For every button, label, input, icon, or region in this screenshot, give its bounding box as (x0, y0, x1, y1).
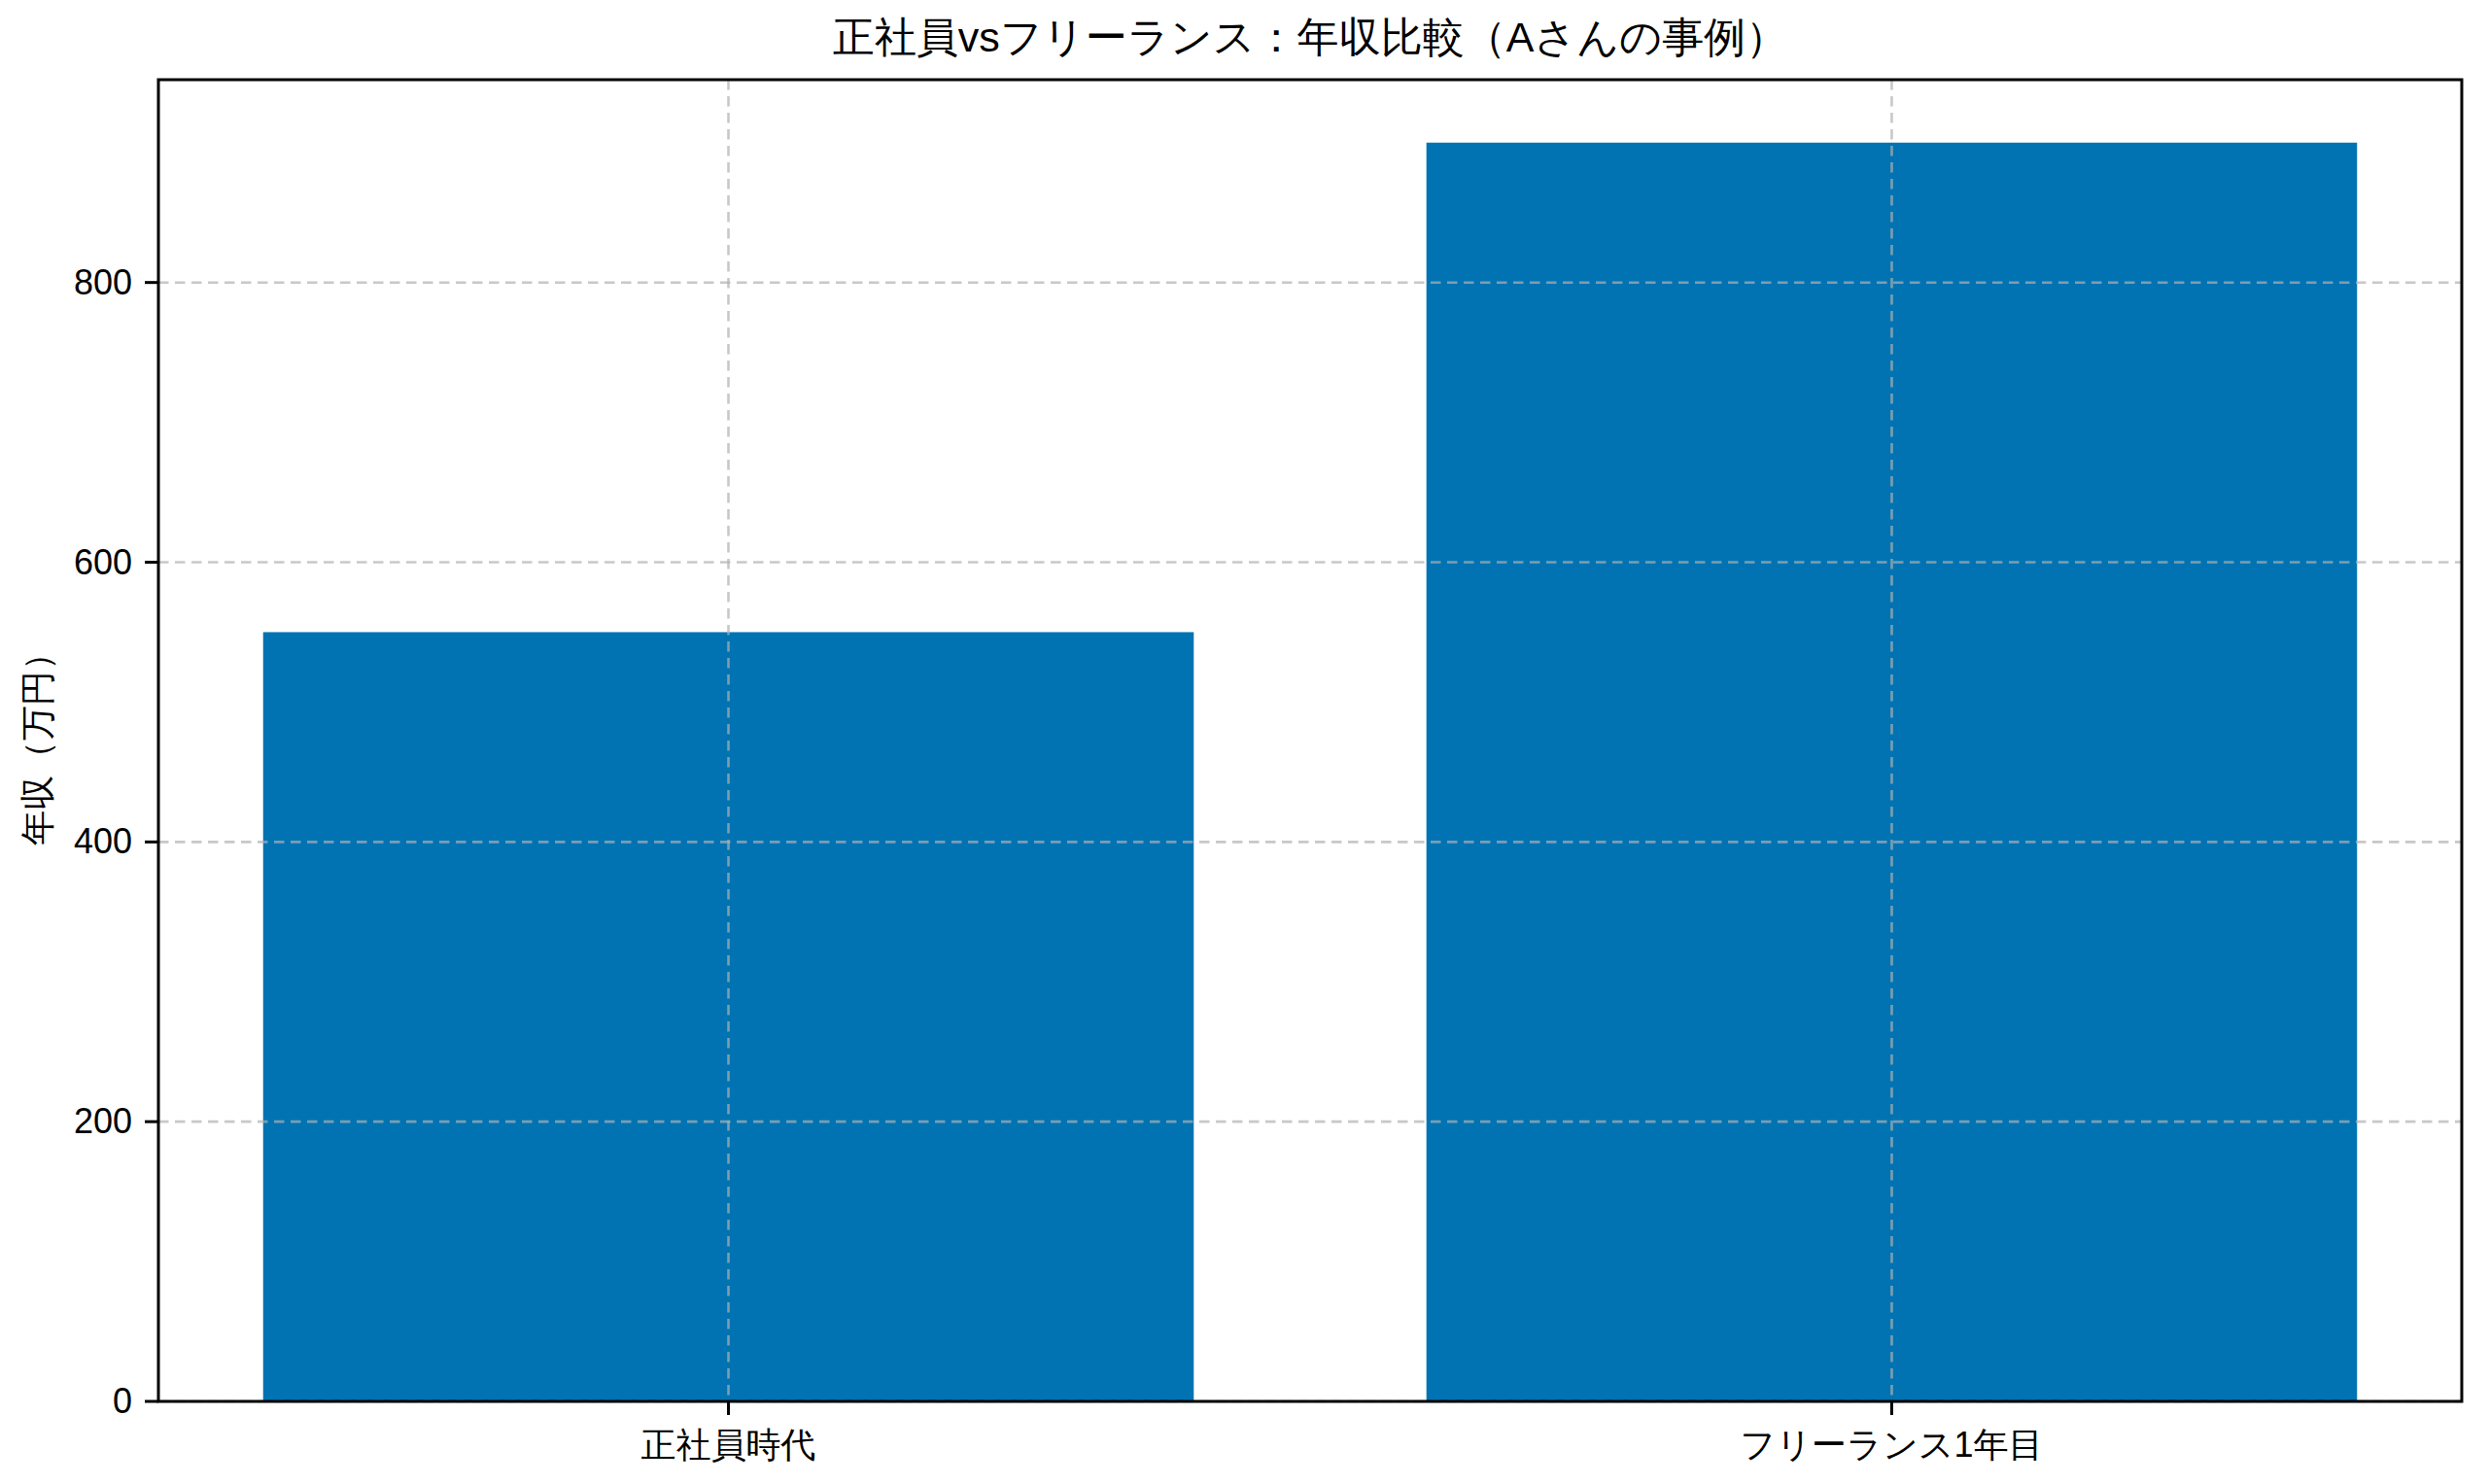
bar-chart-canvas (0, 0, 2488, 1484)
y-tick-label-600: 600 (0, 541, 132, 584)
chart-title: 正社員vsフリーランス：年収比較（Aさんの事例） (158, 14, 2462, 60)
y-tick-label-400: 400 (0, 820, 132, 863)
y-tick-label-0: 0 (0, 1380, 132, 1423)
figure: 正社員vsフリーランス：年収比較（Aさんの事例） 年収（万円） 0 200 40… (0, 0, 2488, 1484)
y-tick-label-800: 800 (0, 261, 132, 304)
x-tick-label-freelance: フリーランス1年目 (1503, 1422, 2280, 1469)
y-axis-label: 年収（万円） (17, 546, 59, 935)
y-tick-label-200: 200 (0, 1100, 132, 1143)
x-tick-label-seishain: 正社員時代 (340, 1422, 1118, 1469)
